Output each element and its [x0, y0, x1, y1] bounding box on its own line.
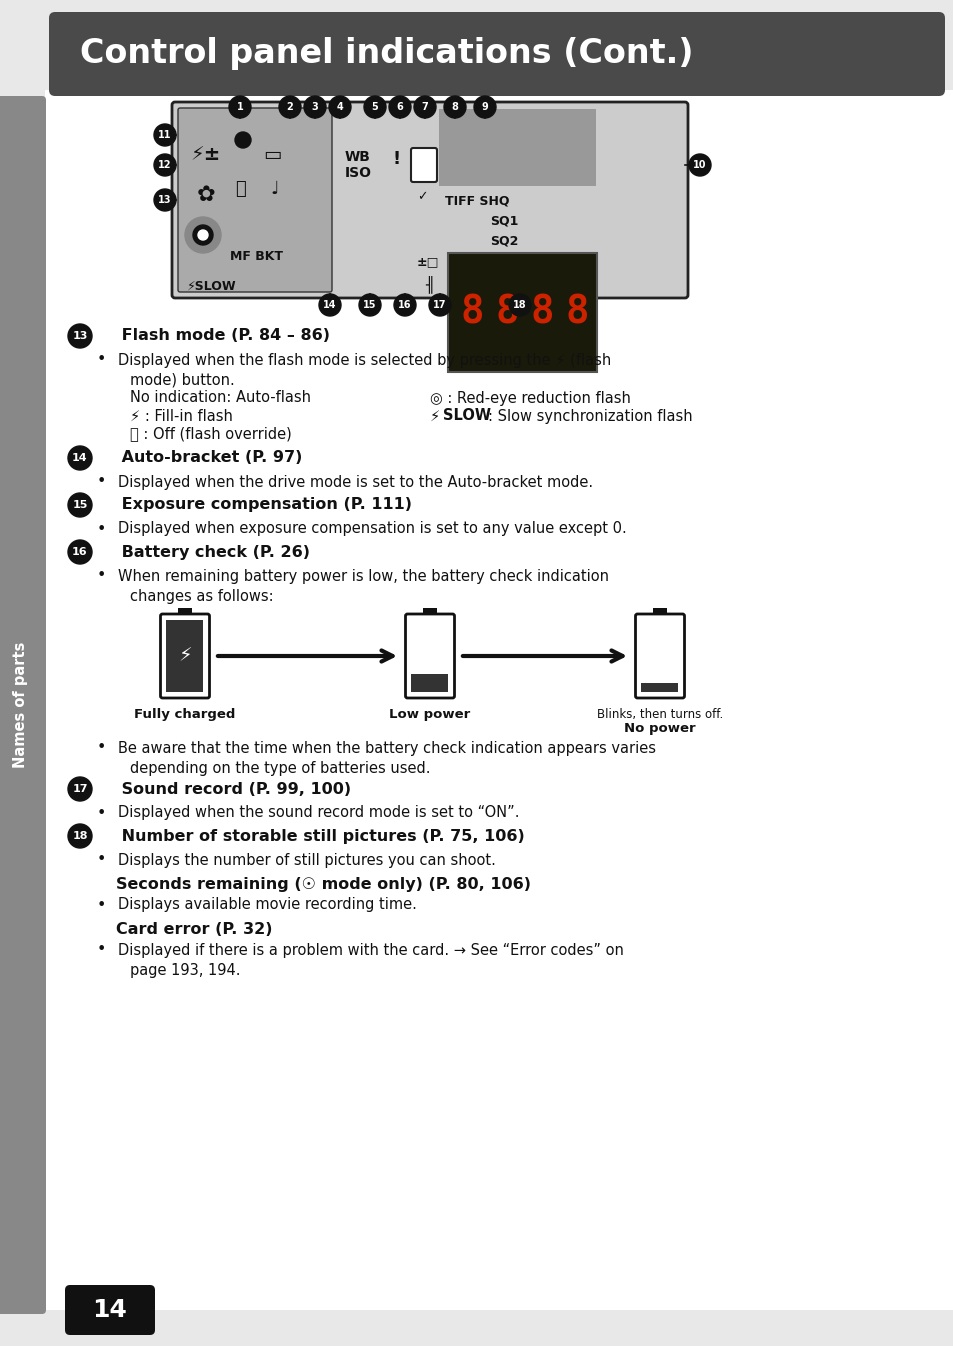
Text: 15: 15 — [72, 499, 88, 510]
Circle shape — [688, 153, 710, 176]
Circle shape — [358, 293, 380, 316]
Text: Be aware that the time when the battery check indication appears varies: Be aware that the time when the battery … — [118, 740, 656, 755]
Text: ⚡: ⚡ — [430, 408, 445, 424]
Text: 14: 14 — [323, 300, 336, 310]
FancyBboxPatch shape — [0, 96, 46, 1314]
Text: Card error (P. 32): Card error (P. 32) — [116, 922, 273, 937]
Text: Displayed if there is a problem with the card. → See “Error codes” on: Displayed if there is a problem with the… — [118, 942, 623, 957]
Circle shape — [68, 446, 91, 470]
Text: Displayed when the sound record mode is set to “ON”.: Displayed when the sound record mode is … — [118, 805, 519, 821]
Text: 14: 14 — [92, 1298, 128, 1322]
Text: ⚡: ⚡ — [178, 646, 192, 665]
Text: ♩: ♩ — [270, 180, 278, 198]
FancyBboxPatch shape — [652, 608, 666, 616]
Text: 8: 8 — [495, 293, 518, 331]
Text: 5: 5 — [372, 102, 378, 112]
Text: Sound record (P. 99, 100): Sound record (P. 99, 100) — [116, 782, 351, 797]
Text: ◎ : Red-eye reduction flash: ◎ : Red-eye reduction flash — [430, 390, 630, 405]
Text: ✿: ✿ — [196, 184, 215, 205]
FancyBboxPatch shape — [178, 608, 192, 616]
FancyBboxPatch shape — [49, 12, 944, 96]
Text: •: • — [96, 898, 106, 913]
Circle shape — [68, 540, 91, 564]
Text: TIFF SHQ: TIFF SHQ — [444, 195, 509, 209]
Text: Displayed when the drive mode is set to the Auto-bracket mode.: Displayed when the drive mode is set to … — [118, 475, 593, 490]
Text: Low power: Low power — [389, 708, 470, 721]
Text: Displays the number of still pictures you can shoot.: Displays the number of still pictures yo… — [118, 852, 496, 868]
Text: ⚡SLOW: ⚡SLOW — [187, 280, 236, 293]
Text: 8: 8 — [565, 293, 588, 331]
Text: Displayed when the flash mode is selected by pressing the ⚡ (flash: Displayed when the flash mode is selecte… — [118, 353, 611, 367]
Text: ±□: ±□ — [416, 254, 439, 268]
Text: No power: No power — [623, 721, 695, 735]
Text: 1: 1 — [236, 102, 243, 112]
Text: •: • — [96, 475, 106, 490]
Circle shape — [153, 153, 175, 176]
Circle shape — [278, 96, 301, 118]
Text: Exposure compensation (P. 111): Exposure compensation (P. 111) — [116, 498, 412, 513]
Circle shape — [68, 493, 91, 517]
Text: 10: 10 — [693, 160, 706, 170]
Text: 18: 18 — [513, 300, 526, 310]
Text: ⚡±: ⚡± — [190, 145, 220, 164]
Text: 8: 8 — [530, 293, 553, 331]
Text: •: • — [96, 942, 106, 957]
Text: •: • — [96, 521, 106, 537]
Circle shape — [474, 96, 496, 118]
Text: Fully charged: Fully charged — [134, 708, 235, 721]
Circle shape — [414, 96, 436, 118]
FancyBboxPatch shape — [635, 614, 684, 699]
Circle shape — [329, 96, 351, 118]
Text: Seconds remaining (☉ mode only) (P. 80, 106): Seconds remaining (☉ mode only) (P. 80, … — [116, 876, 531, 891]
Text: •: • — [96, 852, 106, 868]
Text: 14: 14 — [72, 454, 88, 463]
Circle shape — [198, 230, 208, 240]
FancyBboxPatch shape — [411, 148, 436, 182]
Text: Flash mode (P. 84 – 86): Flash mode (P. 84 – 86) — [116, 328, 330, 343]
Text: ⌛: ⌛ — [234, 180, 246, 198]
Circle shape — [68, 777, 91, 801]
Text: •: • — [96, 353, 106, 367]
FancyBboxPatch shape — [448, 253, 597, 371]
FancyBboxPatch shape — [172, 102, 687, 297]
Text: SQ1: SQ1 — [490, 215, 517, 227]
Circle shape — [185, 217, 221, 253]
Text: depending on the type of batteries used.: depending on the type of batteries used. — [130, 760, 430, 775]
Text: mode) button.: mode) button. — [130, 373, 234, 388]
Circle shape — [318, 293, 340, 316]
Text: 2: 2 — [286, 102, 294, 112]
Text: 4: 4 — [336, 102, 343, 112]
Text: WB
ISO: WB ISO — [345, 149, 372, 180]
Text: 18: 18 — [72, 830, 88, 841]
FancyBboxPatch shape — [160, 614, 210, 699]
Text: ▭: ▭ — [263, 145, 281, 164]
Text: Names of parts: Names of parts — [13, 642, 29, 769]
Text: Battery check (P. 26): Battery check (P. 26) — [116, 545, 310, 560]
Text: •: • — [96, 740, 106, 755]
Text: 16: 16 — [397, 300, 412, 310]
Circle shape — [234, 132, 251, 148]
Text: Displays available movie recording time.: Displays available movie recording time. — [118, 898, 416, 913]
Text: 13: 13 — [72, 331, 88, 341]
Text: ╢: ╢ — [424, 275, 434, 293]
Text: Number of storable still pictures (P. 75, 106): Number of storable still pictures (P. 75… — [116, 829, 524, 844]
Text: No indication: Auto-flash: No indication: Auto-flash — [130, 390, 311, 405]
Text: 17: 17 — [72, 783, 88, 794]
Text: 11: 11 — [158, 131, 172, 140]
Circle shape — [394, 293, 416, 316]
Circle shape — [389, 96, 411, 118]
Text: 8: 8 — [460, 293, 483, 331]
Text: 12: 12 — [158, 160, 172, 170]
Text: Blinks, then turns off.: Blinks, then turns off. — [597, 708, 722, 721]
Text: !: ! — [393, 149, 400, 168]
Text: SLOW: SLOW — [442, 408, 491, 424]
Text: 8: 8 — [451, 102, 458, 112]
Text: Control panel indications (Cont.): Control panel indications (Cont.) — [80, 38, 693, 70]
Text: 6: 6 — [396, 102, 403, 112]
Circle shape — [304, 96, 326, 118]
Circle shape — [68, 324, 91, 349]
FancyBboxPatch shape — [405, 614, 454, 699]
Text: page 193, 194.: page 193, 194. — [130, 962, 240, 977]
Text: When remaining battery power is low, the battery check indication: When remaining battery power is low, the… — [118, 568, 608, 584]
